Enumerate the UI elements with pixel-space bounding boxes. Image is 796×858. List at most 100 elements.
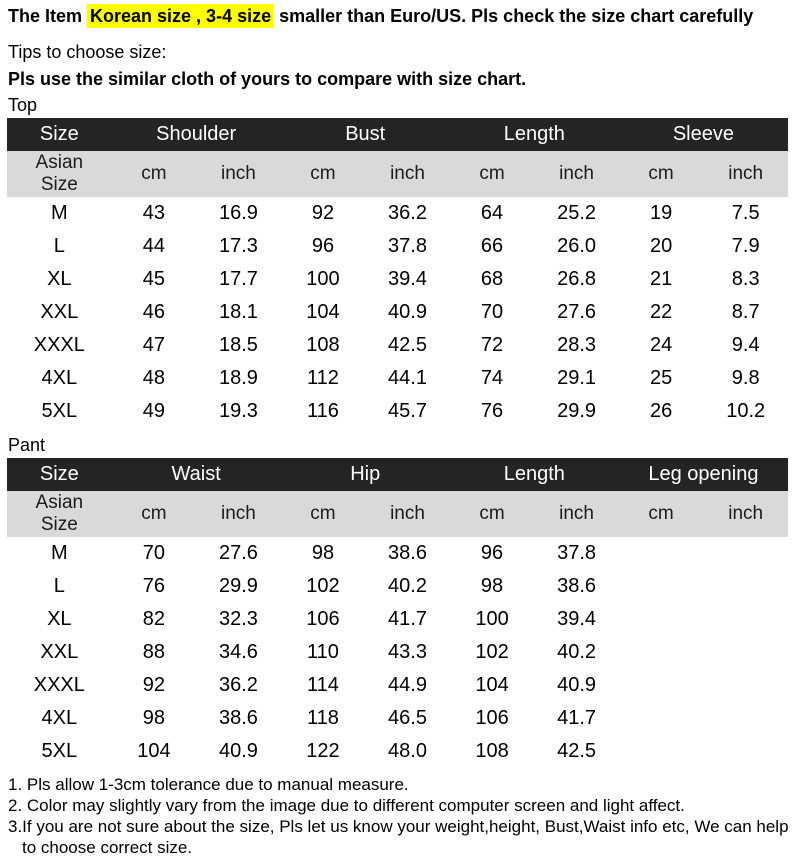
size-cell: XXL xyxy=(7,296,112,329)
unit-cell-inch: inch xyxy=(365,491,450,537)
asian-size-line2: Size xyxy=(40,514,78,535)
value-cell: 20 xyxy=(618,230,704,263)
value-cell: 102 xyxy=(280,570,366,603)
size-cell: L xyxy=(7,570,112,603)
unit-cell-cm: cm xyxy=(280,491,366,537)
value-cell: 39.4 xyxy=(365,263,450,296)
value-cell: 64 xyxy=(449,197,535,230)
value-cell: 27.6 xyxy=(196,537,281,570)
value-cell: 49 xyxy=(111,395,197,428)
size-cell: XXXL xyxy=(7,329,112,362)
value-cell: 36.2 xyxy=(365,197,450,230)
value-cell: 32.3 xyxy=(196,603,281,636)
value-cell: 70 xyxy=(449,296,535,329)
pant-table-header-row: Size Waist Hip Length Leg opening xyxy=(7,458,788,491)
title-prefix: The Item xyxy=(8,6,88,26)
value-cell: 29.9 xyxy=(534,395,619,428)
value-cell: 41.7 xyxy=(534,702,619,735)
pant-section-label: Pant xyxy=(8,435,46,455)
value-cell: 98 xyxy=(449,570,535,603)
size-cell: XL xyxy=(7,603,112,636)
value-cell: 25.2 xyxy=(534,197,619,230)
size-cell: XXL xyxy=(7,636,112,669)
size-cell: XXXL xyxy=(7,669,112,702)
value-cell: 39.4 xyxy=(534,603,619,636)
top-section-label: Top xyxy=(8,95,38,115)
value-cell: 100 xyxy=(280,263,366,296)
size-cell: 5XL xyxy=(7,735,112,768)
value-cell: 76 xyxy=(449,395,535,428)
unit-cell-cm: cm xyxy=(618,151,704,197)
value-cell: 44 xyxy=(111,230,197,263)
value-cell: 48 xyxy=(111,362,197,395)
value-cell: 74 xyxy=(449,362,535,395)
value-cell: 41.7 xyxy=(365,603,450,636)
unit-cell-inch: inch xyxy=(703,151,788,197)
value-cell: 19.3 xyxy=(196,395,281,428)
column-header-waist: Waist xyxy=(111,458,281,491)
unit-cell-inch: inch xyxy=(534,151,619,197)
value-cell: 42.5 xyxy=(365,329,450,362)
value-cell: 37.8 xyxy=(534,537,619,570)
value-cell: 22 xyxy=(618,296,704,329)
note-3: 3.If you are not sure about the size, Pl… xyxy=(8,817,789,836)
value-cell: 47 xyxy=(111,329,197,362)
value-cell: 76 xyxy=(111,570,197,603)
unit-cell-inch: inch xyxy=(365,151,450,197)
value-cell: 40.9 xyxy=(365,296,450,329)
value-cell: 40.9 xyxy=(196,735,281,768)
note-3-continued: to choose correct size. xyxy=(22,838,193,857)
value-cell: 104 xyxy=(111,735,197,768)
value-cell xyxy=(703,735,788,768)
value-cell: 9.4 xyxy=(703,329,788,362)
value-cell: 42.5 xyxy=(534,735,619,768)
value-cell: 8.7 xyxy=(703,296,788,329)
top-size-table: Size Shoulder Bust Length Sleeve Asian S… xyxy=(7,118,788,428)
value-cell: 114 xyxy=(280,669,366,702)
value-cell: 98 xyxy=(111,702,197,735)
size-cell: 4XL xyxy=(7,702,112,735)
value-cell xyxy=(703,702,788,735)
table-row: XXL 88 34.6 110 43.3 102 40.2 xyxy=(7,636,788,669)
value-cell: 38.6 xyxy=(196,702,281,735)
value-cell: 18.5 xyxy=(196,329,281,362)
value-cell xyxy=(703,603,788,636)
size-cell: M xyxy=(7,537,112,570)
value-cell: 8.3 xyxy=(703,263,788,296)
value-cell: 10.2 xyxy=(703,395,788,428)
value-cell xyxy=(618,702,704,735)
value-cell: 100 xyxy=(449,603,535,636)
value-cell xyxy=(703,570,788,603)
value-cell: 25 xyxy=(618,362,704,395)
value-cell: 26.8 xyxy=(534,263,619,296)
unit-cell-inch: inch xyxy=(703,491,788,537)
value-cell: 45 xyxy=(111,263,197,296)
value-cell xyxy=(618,537,704,570)
unit-cell-inch: inch xyxy=(196,491,281,537)
value-cell: 118 xyxy=(280,702,366,735)
value-cell: 96 xyxy=(280,230,366,263)
value-cell: 106 xyxy=(449,702,535,735)
value-cell xyxy=(618,735,704,768)
value-cell: 102 xyxy=(449,636,535,669)
value-cell: 116 xyxy=(280,395,366,428)
tips-advice: Pls use the similar cloth of yours to co… xyxy=(8,69,527,89)
table-row: 4XL 98 38.6 118 46.5 106 41.7 xyxy=(7,702,788,735)
table-row: L 44 17.3 96 37.8 66 26.0 20 7.9 xyxy=(7,230,788,263)
column-header-sleeve: Sleeve xyxy=(618,118,788,151)
value-cell: 66 xyxy=(449,230,535,263)
footnotes: 1. Pls allow 1-3cm tolerance due to manu… xyxy=(8,774,789,858)
note-2: 2. Color may slightly vary from the imag… xyxy=(8,796,685,815)
value-cell: 92 xyxy=(280,197,366,230)
value-cell: 46.5 xyxy=(365,702,450,735)
value-cell: 110 xyxy=(280,636,366,669)
value-cell: 18.9 xyxy=(196,362,281,395)
value-cell: 98 xyxy=(280,537,366,570)
value-cell: 34.6 xyxy=(196,636,281,669)
value-cell: 68 xyxy=(449,263,535,296)
column-header-shoulder: Shoulder xyxy=(111,118,281,151)
value-cell: 48.0 xyxy=(365,735,450,768)
size-cell: XL xyxy=(7,263,112,296)
column-header-leg-opening: Leg opening xyxy=(618,458,788,491)
value-cell: 43 xyxy=(111,197,197,230)
